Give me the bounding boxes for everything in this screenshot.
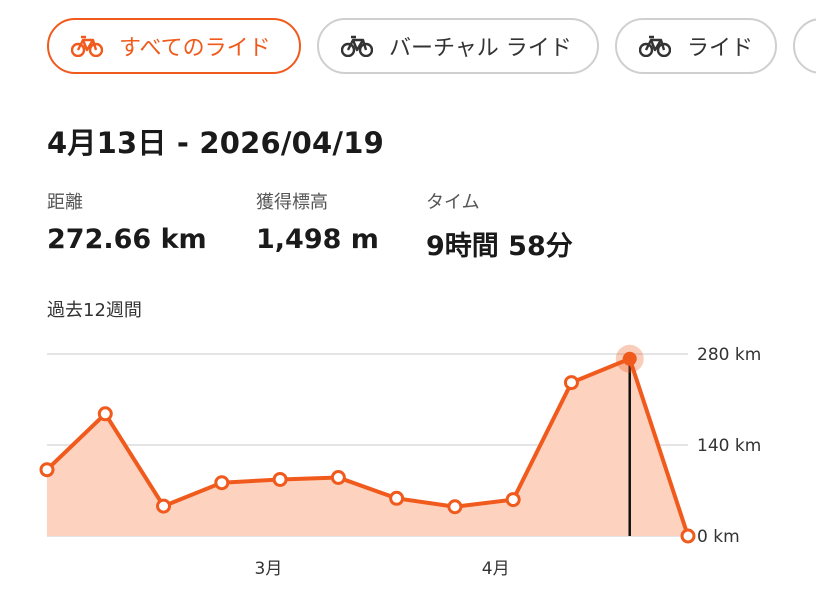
bike-icon — [71, 35, 103, 57]
filter-more[interactable] — [793, 18, 816, 74]
data-point[interactable] — [39, 462, 55, 478]
data-point[interactable] — [156, 498, 172, 514]
filter-all-rides-label: すべてのライド — [119, 36, 271, 61]
data-point[interactable] — [447, 499, 463, 515]
filter-virtual-rides-label: バーチャル ライド — [389, 36, 572, 61]
stat-time-value: 9時間 58分 — [426, 231, 573, 262]
data-point[interactable] — [680, 528, 696, 544]
stat-time-label: タイム — [426, 192, 480, 213]
data-point[interactable] — [563, 375, 579, 391]
stat-time: タイム 9時間 58分 — [426, 188, 573, 263]
series-line — [45, 356, 690, 537]
y-tick-label: 280 km — [697, 345, 761, 365]
x-tick-label: 3月 — [255, 559, 283, 579]
stat-elevation-value: 1,498 m — [256, 224, 379, 255]
data-point[interactable] — [214, 475, 230, 491]
date-range: 4月13日 - 2026/04/19 — [47, 126, 384, 160]
series-area — [47, 358, 688, 536]
bike-icon — [639, 35, 671, 57]
stat-distance-label: 距離 — [47, 192, 83, 213]
x-tick-label: 4月 — [482, 559, 510, 579]
stat-elevation-label: 獲得標高 — [256, 192, 328, 213]
data-point[interactable] — [330, 470, 346, 485]
filter-all-rides[interactable]: すべてのライド — [47, 18, 301, 74]
data-point[interactable] — [505, 492, 521, 508]
y-tick-label: 140 km — [697, 436, 761, 456]
data-point[interactable] — [272, 471, 288, 487]
stat-distance: 距離 272.66 km — [47, 188, 207, 255]
weekly-distance-chart[interactable]: 280 km 140 km 0 km 3月 4月 — [0, 330, 816, 600]
stat-distance-value: 272.66 km — [47, 224, 207, 255]
activity-filter-bar: すべてのライド バーチャル ライド ライド — [47, 18, 816, 78]
filter-virtual-rides[interactable]: バーチャル ライド — [317, 18, 599, 74]
filter-rides[interactable]: ライド — [615, 18, 777, 74]
data-point[interactable] — [389, 490, 405, 506]
stat-elevation: 獲得標高 1,498 m — [256, 188, 379, 255]
selected-data-point[interactable] — [622, 351, 637, 366]
y-tick-label: 0 km — [697, 527, 740, 547]
bike-icon — [341, 35, 373, 57]
filter-rides-label: ライド — [687, 36, 754, 61]
data-point[interactable] — [97, 406, 113, 422]
period-label: 過去12週間 — [47, 300, 142, 321]
